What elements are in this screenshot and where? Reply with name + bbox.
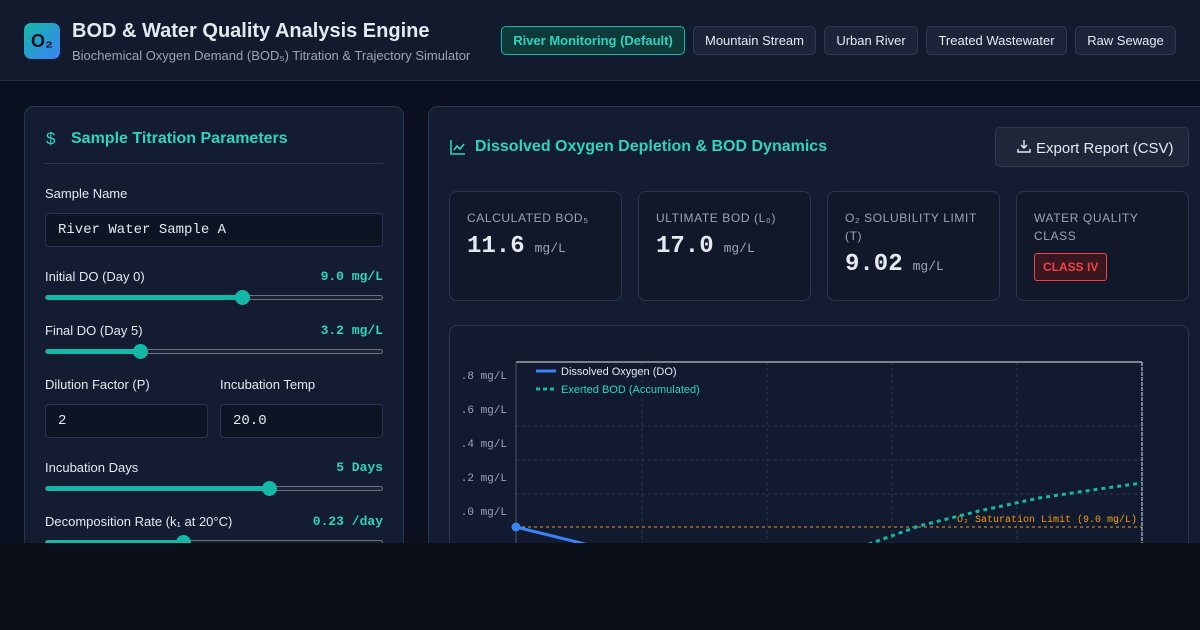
main: $ Sample Titration Parameters Sample Nam… <box>0 82 1200 543</box>
legend-label: Dissolved Oxygen (DO) <box>561 366 677 378</box>
value: 17.0 <box>656 233 714 260</box>
chart-box <box>449 325 1189 543</box>
card-label: WATER QUALITY CLASS <box>1034 211 1139 243</box>
card-label: CALCULATED BOD₅ <box>467 211 589 225</box>
preset-button[interactable]: Urban River <box>824 26 918 55</box>
app-subtitle: Biochemical Oxygen Demand (BOD₅) Titrati… <box>72 48 471 63</box>
grid <box>516 362 1142 543</box>
panel-title: Sample Titration Parameters <box>71 130 288 147</box>
stat-card: WATER QUALITY CLASS CLASS IV <box>1016 191 1189 301</box>
value: 9.02 <box>845 251 903 278</box>
field-label: Initial DO (Day 0) <box>45 269 145 284</box>
preset-button[interactable]: Mountain Stream <box>693 26 816 55</box>
app-title: BOD & Water Quality Analysis Engine <box>72 20 430 42</box>
slider[interactable] <box>45 344 383 359</box>
number-input[interactable]: 20.0 <box>220 404 383 438</box>
number-input[interactable]: 2 <box>45 404 208 438</box>
preset-button[interactable]: Treated Wastewater <box>926 26 1067 55</box>
field-value: 9.0 mg/L <box>320 269 383 284</box>
y-tick-label: .8 mg/L <box>461 371 507 383</box>
slider[interactable] <box>45 535 383 543</box>
stat-card: O₂ SOLUBILITY LIMIT (T) 9.02 mg/L <box>827 191 1000 301</box>
field-value: 3.2 mg/L <box>320 323 383 338</box>
export-button[interactable] <box>995 127 1189 167</box>
bod-line <box>867 481 1143 543</box>
icon: $ <box>46 129 56 148</box>
preset-button[interactable]: River Monitoring (Default) <box>501 26 685 55</box>
unit: mg/L <box>912 259 944 274</box>
do-point <box>511 522 521 532</box>
y-tick-label: .0 mg/L <box>461 507 507 519</box>
preset-button[interactable]: Raw Sewage <box>1075 26 1176 55</box>
parameters-panel <box>24 106 404 543</box>
y-tick-label: .4 mg/L <box>461 439 507 451</box>
divider <box>45 163 383 164</box>
field-label: Sample Name <box>45 186 128 201</box>
header: O₂ BOD & Water Quality Analysis Engine B… <box>0 0 1200 81</box>
card-value: 11.6 mg/L <box>467 233 604 260</box>
y-tick-label: .2 mg/L <box>461 473 507 485</box>
field-value: 0.23 /day <box>312 514 383 529</box>
field-label: Decomposition Rate (k₁ at 20°C) <box>45 514 233 529</box>
export-label: Export Report (CSV) <box>1036 140 1174 157</box>
field-value: 5 Days <box>336 460 383 475</box>
unit: mg/L <box>723 241 755 256</box>
card-value: 9.02 mg/L <box>845 251 982 278</box>
field-label: Incubation Days <box>45 460 139 475</box>
do-line <box>515 525 588 543</box>
field-label: Final DO (Day 5) <box>45 323 143 338</box>
legend-label: Exerted BOD (Accumulated) <box>561 384 700 396</box>
class-badge: CLASS IV <box>1034 253 1108 281</box>
panel-title: Dissolved Oxygen Depletion & BOD Dynamic… <box>475 138 828 155</box>
card-label: O₂ SOLUBILITY LIMIT (T) <box>845 211 977 243</box>
card-value: 17.0 mg/L <box>656 233 793 260</box>
field-label: Dilution Factor (P) <box>45 377 150 392</box>
logo: O₂ <box>24 23 60 59</box>
value: 11.6 <box>467 233 525 260</box>
y-tick-label: .6 mg/L <box>461 405 507 417</box>
unit: mg/L <box>534 241 566 256</box>
card-label: ULTIMATE BOD (L₀) <box>656 211 777 225</box>
download-icon <box>1017 140 1031 153</box>
stat-card: ULTIMATE BOD (L₀) 17.0 mg/L <box>638 191 811 301</box>
field-label: Incubation Temp <box>220 377 316 392</box>
stat-card: CALCULATED BOD₅ 11.6 mg/L <box>449 191 622 301</box>
chart-icon <box>450 140 465 155</box>
saturation-label: O₂ Saturation Limit (9.0 mg/L) <box>957 514 1137 526</box>
slider[interactable] <box>45 290 383 305</box>
chart: .8 mg/L .6 mg/L .4 mg/L .2 mg/L .0 mg/L … <box>461 361 1143 543</box>
text-input[interactable]: River Water Sample A <box>45 213 383 247</box>
slider[interactable] <box>45 481 383 496</box>
